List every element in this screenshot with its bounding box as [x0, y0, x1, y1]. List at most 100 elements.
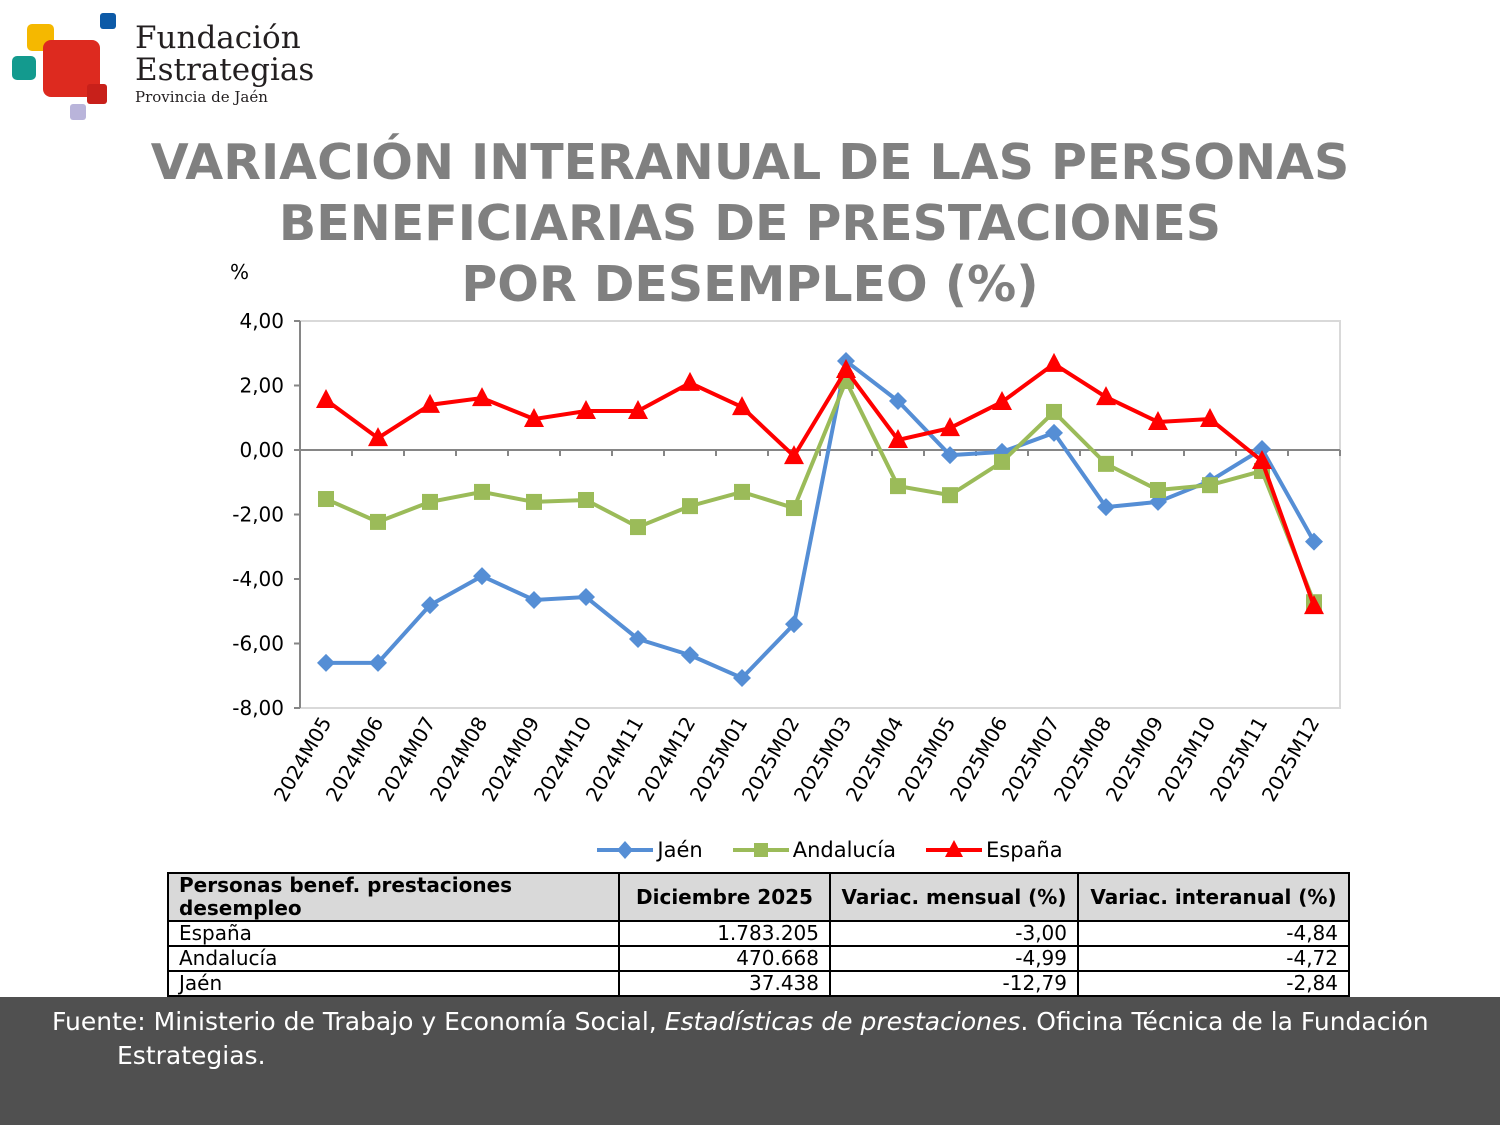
- data-point-andalucia: [578, 491, 594, 508]
- table-header: Personas benef. prestaciones desempleo: [167, 872, 620, 922]
- table-header: Variac. interanual (%): [1077, 872, 1350, 922]
- data-point-andalucia: [734, 483, 750, 500]
- series-line-espana: [324, 361, 1316, 607]
- table-cell: 37.438: [618, 970, 831, 997]
- data-point-andalucia: [890, 478, 906, 495]
- table-row: Jaén 37.438 -12,79 -2,84: [167, 970, 1350, 997]
- data-point-andalucia: [422, 493, 438, 510]
- data-point-espana: [472, 387, 492, 407]
- title-line-2: BENEFICIARIAS DE PRESTACIONES: [278, 195, 1222, 252]
- data-point-espana: [940, 417, 960, 437]
- data-point-andalucia: [474, 483, 490, 500]
- data-point-espana: [732, 396, 752, 416]
- table-header: Diciembre 2025: [618, 872, 831, 922]
- logo-name-2: Estrategias: [135, 52, 315, 88]
- logo: Fundación Estrategias Provincia de Jaén: [0, 0, 320, 130]
- chart-title: VARIACIÓN INTERANUAL DE LAS PERSONAS BEN…: [0, 132, 1500, 315]
- table-header-row: Personas benef. prestaciones desempleo D…: [167, 872, 1350, 922]
- data-point-andalucia: [318, 491, 334, 508]
- legend-marker-square-icon: [732, 843, 789, 857]
- data-point-andalucia: [370, 513, 386, 530]
- table-cell: Andalucía: [167, 945, 620, 972]
- series-line-jaen: [326, 357, 1316, 681]
- y-tick-label: -4,00: [232, 567, 284, 591]
- table-cell: -4,84: [1077, 920, 1350, 947]
- data-point-andalucia: [942, 487, 958, 504]
- data-point-espana: [992, 390, 1012, 410]
- data-point-espana: [316, 389, 336, 409]
- data-point-jaen: [577, 588, 595, 607]
- data-point-jaen: [421, 596, 439, 615]
- logo-name: Fundación: [135, 20, 301, 56]
- legend-label: Jaén: [657, 838, 703, 862]
- legend-label: Andalucía: [792, 838, 896, 862]
- y-tick-label: 2,00: [239, 374, 284, 398]
- data-point-jaen: [1045, 423, 1063, 442]
- data-point-jaen: [889, 391, 907, 410]
- data-point-espana: [576, 399, 596, 419]
- legend-label: España: [985, 838, 1063, 862]
- table-cell: Jaén: [167, 970, 620, 997]
- table-row: España 1.783.205 -3,00 -4,84: [167, 920, 1350, 947]
- data-point-andalucia: [1046, 403, 1062, 420]
- y-tick-label: -8,00: [232, 696, 284, 720]
- data-point-espana: [784, 445, 804, 465]
- source-text-3: Estrategias.: [117, 1041, 266, 1070]
- table-row: Andalucía 470.668 -4,99 -4,72: [167, 945, 1350, 972]
- data-point-espana: [524, 408, 544, 428]
- data-point-espana: [1096, 386, 1116, 406]
- y-tick-label: -6,00: [232, 632, 284, 656]
- data-point-jaen: [525, 590, 543, 609]
- data-point-jaen: [369, 653, 387, 672]
- data-point-andalucia: [1202, 477, 1218, 494]
- data-point-jaen: [733, 669, 751, 688]
- summary-table: Personas benef. prestaciones desempleo D…: [167, 872, 1350, 997]
- data-point-jaen: [1097, 498, 1115, 517]
- plot-area: [299, 320, 1341, 709]
- data-point-espana: [628, 399, 648, 419]
- data-point-jaen: [317, 653, 335, 672]
- y-tick-label: 4,00: [239, 309, 284, 333]
- logo-squares-icon: [12, 13, 116, 120]
- table-cell: -3,00: [829, 920, 1079, 947]
- series-line-andalucia: [325, 376, 1316, 603]
- data-point-espana: [680, 371, 700, 391]
- y-tick-label: 0,00: [239, 438, 284, 462]
- data-point-espana: [836, 359, 856, 379]
- data-point-andalucia: [630, 519, 646, 536]
- source-footer: Fuente: Ministerio de Trabajo y Economía…: [0, 997, 1500, 1125]
- data-point-espana: [1304, 595, 1324, 615]
- legend: Jaén Andalucía España: [0, 838, 1500, 862]
- data-point-jaen: [1305, 532, 1323, 551]
- data-point-jaen: [1253, 440, 1271, 459]
- table-cell: España: [167, 920, 620, 947]
- table-cell: -4,72: [1077, 945, 1350, 972]
- data-point-espana: [1044, 352, 1064, 372]
- data-point-jaen: [785, 615, 803, 634]
- table-cell: 470.668: [618, 945, 831, 972]
- data-point-andalucia: [682, 498, 698, 515]
- y-tick-label: -2,00: [232, 503, 284, 527]
- table-cell: -12,79: [829, 970, 1079, 997]
- legend-item-andalucia: Andalucía: [732, 838, 896, 862]
- data-point-espana: [1252, 449, 1272, 469]
- data-point-jaen: [473, 567, 491, 586]
- legend-item-espana: España: [925, 838, 1063, 862]
- data-point-jaen: [629, 629, 647, 648]
- data-point-espana: [1200, 408, 1220, 428]
- data-point-andalucia: [1150, 481, 1166, 498]
- data-point-espana: [1148, 410, 1168, 430]
- table-cell: -4,99: [829, 945, 1079, 972]
- legend-item-jaen: Jaén: [597, 838, 703, 862]
- logo-subtitle: Provincia de Jaén: [135, 88, 268, 106]
- legend-marker-diamond-icon: [597, 841, 654, 859]
- data-point-jaen: [681, 646, 699, 665]
- source-text: Fuente: Ministerio de Trabajo y Economía…: [52, 1007, 665, 1036]
- table-cell: 1.783.205: [618, 920, 831, 947]
- table-cell: -2,84: [1077, 970, 1350, 997]
- legend-marker-triangle-icon: [925, 840, 982, 857]
- data-point-andalucia: [994, 453, 1010, 470]
- data-point-jaen: [941, 446, 959, 465]
- title-line-1: VARIACIÓN INTERANUAL DE LAS PERSONAS: [150, 134, 1350, 191]
- table-header: Variac. mensual (%): [829, 872, 1079, 922]
